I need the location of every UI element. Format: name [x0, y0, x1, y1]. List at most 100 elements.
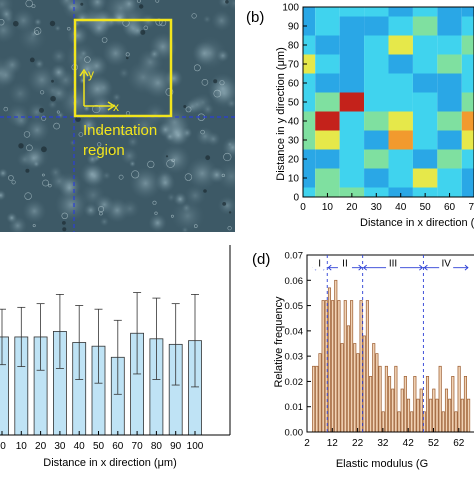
- micrograph-grain: [99, 217, 110, 227]
- contour-cell: [461, 130, 474, 150]
- histogram-bar: [410, 411, 414, 433]
- contour-x-axis-label: Distance in x direction (μm): [360, 217, 474, 229]
- bar-x-tick-label: 70: [132, 441, 144, 452]
- micrograph-grain: [79, 116, 98, 135]
- contour-cell: [364, 16, 389, 36]
- contour-cell: [461, 149, 474, 169]
- contour-cell: [461, 92, 474, 112]
- contour-y-ticks: 0 10 20 30 40 50 60 70 80 90 100: [282, 3, 307, 204]
- micrograph-grain: [216, 161, 235, 191]
- histogram-bar: [388, 376, 392, 433]
- contour-y-tick-label: 20: [288, 155, 300, 166]
- micrograph-grain: [155, 168, 174, 187]
- contour-cell: [461, 73, 474, 93]
- contour-x-tick-label: 50: [420, 202, 432, 213]
- micrograph-grain: [8, 81, 33, 106]
- micrograph-pore: [143, 25, 149, 30]
- x-axis-letter: x: [113, 100, 119, 114]
- contour-cell: [388, 130, 413, 150]
- micrograph-grain: [166, 192, 176, 203]
- micrograph-grain: [193, 36, 227, 70]
- contour-cell: [364, 149, 389, 169]
- histogram-y-ticks: 0.00 0.01 0.02 0.03 0.04 0.05 0.06 0.07: [285, 251, 311, 439]
- histogram-bar: [334, 279, 338, 433]
- contour-cell: [437, 7, 462, 17]
- contour-cell: [437, 130, 462, 150]
- micrograph-pore: [191, 13, 197, 19]
- histogram-x-tick-label: 32: [377, 438, 389, 449]
- histogram-bar: [454, 411, 458, 433]
- histogram-y-tick-label: 0.02: [285, 377, 304, 388]
- histogram-y-tick-label: 0.00: [285, 428, 304, 439]
- micrograph-pore: [61, 212, 68, 220]
- contour-cell: [388, 35, 413, 55]
- micrograph-pore: [136, 0, 141, 3]
- contour-cell: [339, 111, 365, 131]
- micrograph-grain: [120, 199, 140, 219]
- contour-cell: [364, 7, 389, 17]
- micrograph-pore: [67, 27, 71, 31]
- micrograph-dark-spot: [139, 4, 144, 9]
- micrograph-pore: [170, 214, 174, 218]
- histogram-bar: [438, 365, 442, 433]
- bar-error-chart: 0 10 20 30 40 50 60 70 80 90 100 Distance in x dir…: [0, 245, 231, 469]
- right-arrowhead-icon: [358, 264, 363, 271]
- contour-cell: [303, 187, 316, 197]
- micrograph-pore: [101, 37, 108, 43]
- contour-cell: [339, 7, 365, 17]
- histogram-bar: [340, 343, 344, 433]
- region-label: I: [318, 259, 321, 270]
- histogram-bar: [321, 300, 325, 433]
- micrograph-image: y x Indentation region: [0, 0, 235, 232]
- contour-cell: [303, 130, 316, 150]
- micrograph-pore: [32, 224, 36, 228]
- histogram-y-tick-label: 0.01: [285, 402, 304, 413]
- micrograph-pore: [42, 179, 49, 187]
- histogram-bars: [312, 279, 471, 433]
- micrograph-dark-spot: [205, 155, 211, 161]
- region-label-backdrop: [312, 259, 327, 270]
- contour-cell: [412, 187, 438, 197]
- micrograph-grain: [160, 144, 191, 174]
- micrograph-pore: [194, 224, 198, 228]
- contour-cell: [303, 92, 316, 112]
- micrograph-dark-spot: [41, 146, 47, 153]
- micrograph-pore: [56, 110, 60, 114]
- micrograph-pore: [92, 104, 101, 114]
- histogram-bar: [359, 300, 363, 433]
- micrograph-grain: [12, 112, 30, 129]
- left-arrowhead-icon: [362, 264, 367, 271]
- left-arrowhead-icon: [327, 264, 332, 271]
- contour-cell: [315, 149, 340, 169]
- micrograph-grain: [69, 139, 77, 147]
- micrograph-pore: [34, 30, 39, 35]
- panel-letter-d: (d): [252, 251, 270, 268]
- micrograph-grain: [206, 131, 221, 147]
- micrograph-grain: [24, 117, 50, 143]
- histogram-bar: [378, 365, 382, 433]
- histogram-plot-frame: [306, 254, 474, 433]
- micrograph-dark-spot: [213, 79, 218, 84]
- contour-y-tick-label: 40: [288, 117, 300, 128]
- micrograph-grain: [94, 78, 114, 98]
- micrograph-pore: [53, 122, 60, 130]
- histogram-bar: [416, 398, 420, 433]
- histogram-bar: [435, 398, 439, 433]
- contour-cell: [315, 35, 340, 55]
- contour-cell: [461, 16, 474, 36]
- bar-x-tick-label: 100: [187, 441, 204, 452]
- contour-panel: (b) 0 10 20 30 40 50 60 70 80 90 100 0 10 20 30 40 50 60…: [236, 0, 474, 240]
- contour-cell: [388, 168, 413, 188]
- micrograph-grain: [34, 58, 45, 69]
- contour-cell: [437, 54, 462, 74]
- micrograph-pore: [221, 173, 225, 177]
- contour-cell: [315, 168, 340, 188]
- bar-axes: [0, 245, 231, 436]
- micrograph-pore: [154, 211, 158, 215]
- micrograph-pore: [8, 175, 14, 181]
- micrograph-pore: [41, 115, 47, 121]
- contour-cell: [315, 92, 340, 112]
- contour-cell: [461, 35, 474, 55]
- micrograph-dark-spot: [228, 211, 232, 214]
- contour-cell: [303, 73, 316, 93]
